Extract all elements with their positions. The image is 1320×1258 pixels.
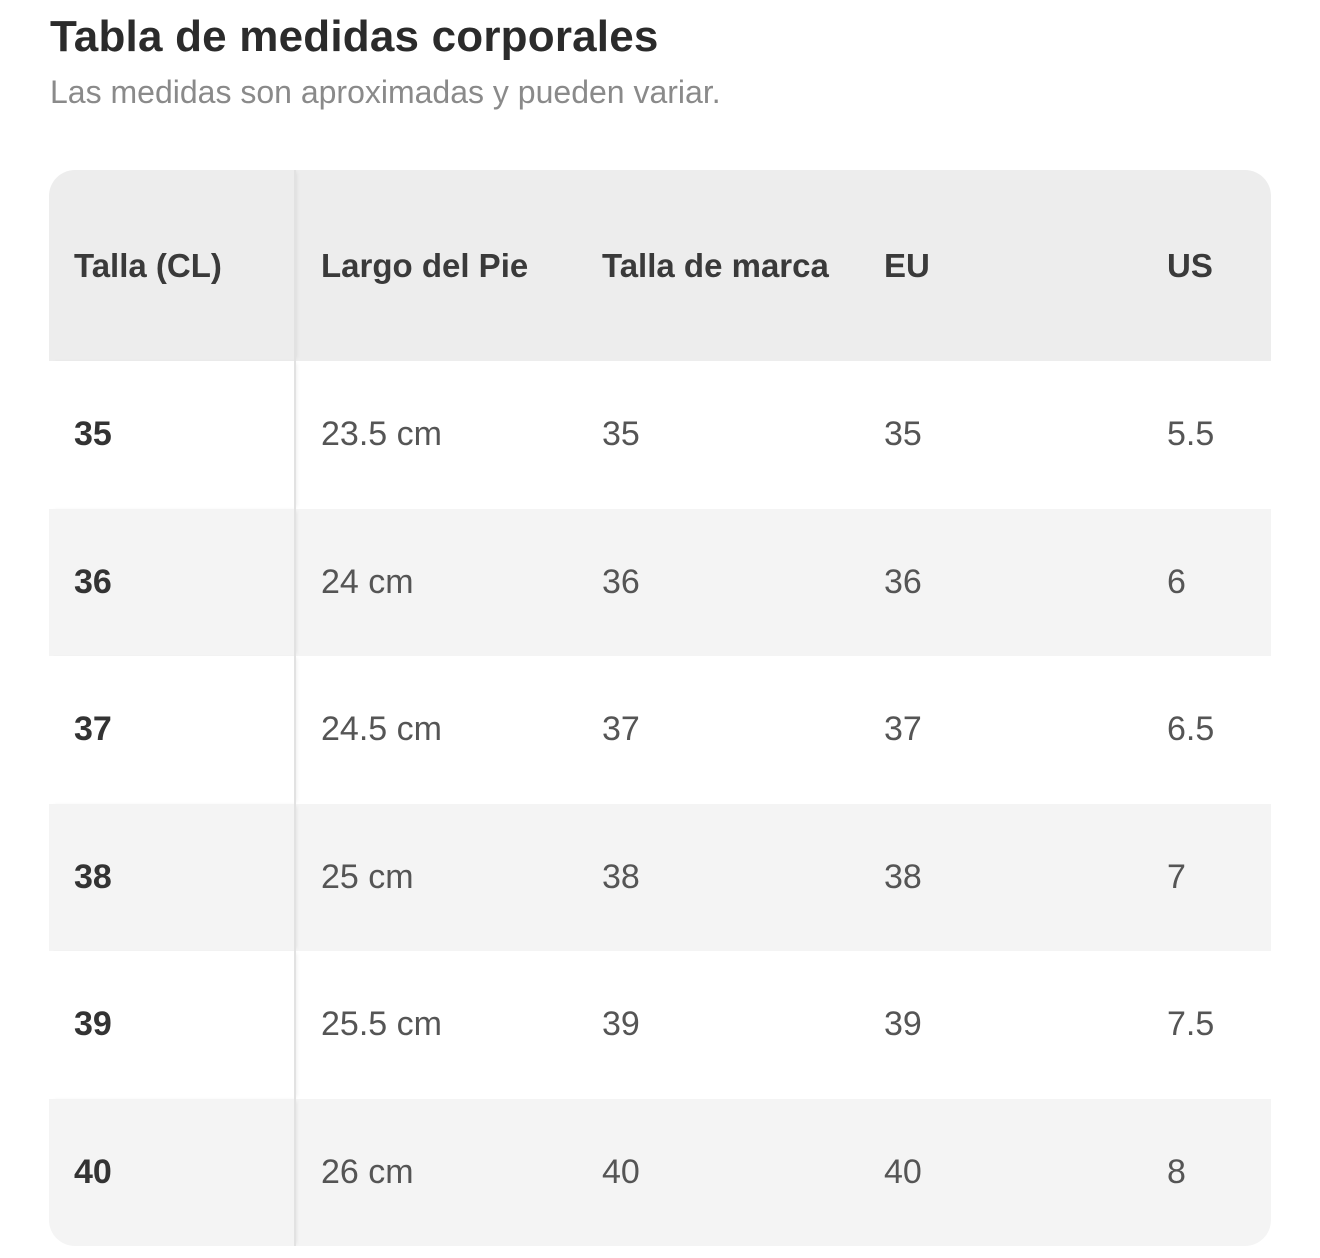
table-header-row: Talla (CL) Largo del Pie Talla de marca … [49, 170, 1271, 361]
cell-us: 5.5 [1167, 415, 1215, 454]
size-table-card: Talla (CL) Largo del Pie Talla de marca … [49, 170, 1271, 1246]
cell-talla-cl: 36 [49, 508, 296, 656]
page-title: Tabla de medidas corporales [50, 12, 659, 61]
table-row: 38 25 cm 38 38 7 [49, 803, 1271, 951]
table-row: 35 23.5 cm 35 35 5.5 [49, 361, 1271, 509]
cell-largo-del-pie: 25.5 cm [321, 1005, 442, 1044]
cell-talla-cl: 37 [49, 656, 296, 804]
cell-us: 8 [1167, 1152, 1186, 1191]
cell-eu: 35 [884, 415, 922, 454]
cell-largo-del-pie: 26 cm [321, 1152, 414, 1191]
table-row: 37 24.5 cm 37 37 6.5 [49, 656, 1271, 804]
cell-talla-cl: 35 [49, 361, 296, 509]
cell-largo-del-pie: 24.5 cm [321, 710, 442, 749]
column-header-largo-del-pie: Largo del Pie [321, 246, 529, 284]
cell-eu: 36 [884, 562, 922, 601]
cell-us: 7 [1167, 857, 1186, 896]
cell-us: 6.5 [1167, 710, 1215, 749]
cell-eu: 37 [884, 710, 922, 749]
table-row: 36 24 cm 36 36 6 [49, 508, 1271, 656]
cell-largo-del-pie: 25 cm [321, 857, 414, 896]
cell-talla-de-marca: 38 [602, 857, 640, 896]
column-header-talla-de-marca: Talla de marca [602, 246, 829, 284]
cell-eu: 40 [884, 1152, 922, 1191]
cell-talla-de-marca: 40 [602, 1152, 640, 1191]
cell-eu: 38 [884, 857, 922, 896]
cell-talla-de-marca: 35 [602, 415, 640, 454]
cell-talla-de-marca: 39 [602, 1005, 640, 1044]
cell-largo-del-pie: 23.5 cm [321, 415, 442, 454]
table-row: 39 25.5 cm 39 39 7.5 [49, 951, 1271, 1099]
cell-talla-cl: 39 [49, 951, 296, 1099]
page-subtitle: Las medidas son aproximadas y pueden var… [50, 74, 721, 110]
column-header-eu: EU [884, 246, 930, 284]
cell-talla-cl: 40 [49, 1098, 296, 1246]
cell-talla-de-marca: 37 [602, 710, 640, 749]
cell-us: 6 [1167, 562, 1186, 601]
cell-largo-del-pie: 24 cm [321, 562, 414, 601]
cell-talla-cl: 38 [49, 803, 296, 951]
table-row: 40 26 cm 40 40 8 [49, 1098, 1271, 1246]
cell-eu: 39 [884, 1005, 922, 1044]
size-table: Talla (CL) Largo del Pie Talla de marca … [49, 170, 1271, 1246]
column-header-us: US [1167, 246, 1213, 284]
cell-us: 7.5 [1167, 1005, 1215, 1044]
cell-talla-de-marca: 36 [602, 562, 640, 601]
column-header-talla-cl: Talla (CL) [49, 170, 296, 361]
